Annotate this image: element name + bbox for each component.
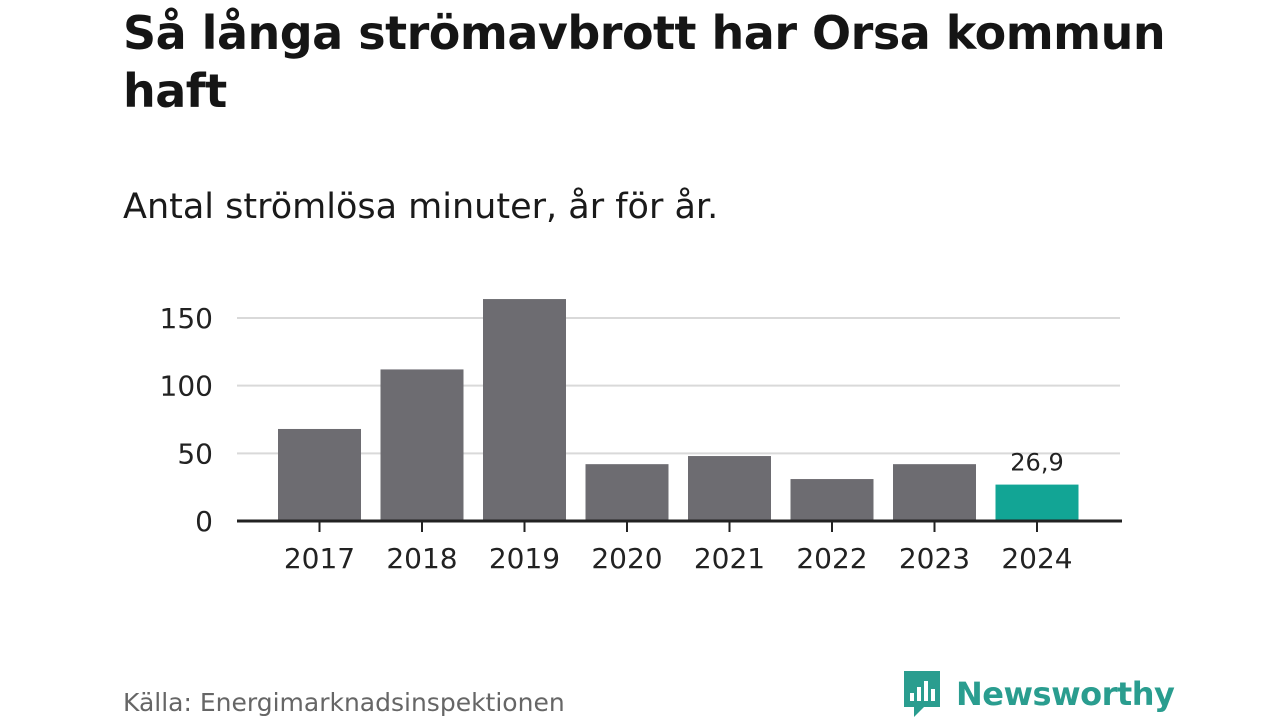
x-tick-label: 2023 xyxy=(899,542,970,575)
bar-2017 xyxy=(278,428,361,521)
x-tick-label: 2017 xyxy=(284,542,355,575)
x-tick-label: 2022 xyxy=(796,542,867,575)
y-tick-label: 150 xyxy=(160,302,213,335)
data-label: 26,9 xyxy=(1010,449,1063,477)
y-tick-label: 50 xyxy=(177,437,213,470)
x-tick-label: 2024 xyxy=(1001,542,1072,575)
bar-2022 xyxy=(790,479,874,521)
bar-chart: 0 50 100 150 2017 2018 2019 2020 2021 2022 2023 202… xyxy=(160,299,1122,575)
bar-chart-speech-bubble-icon xyxy=(904,671,940,717)
bar-2020 xyxy=(585,464,669,521)
chart-subtitle: Antal strömlösa minuter, år för år. xyxy=(123,187,719,227)
source-note: Källa: Energimarknadsinspektionen xyxy=(123,688,565,717)
bar-2023 xyxy=(893,464,976,521)
bar-2021 xyxy=(688,456,771,521)
bar-2018 xyxy=(380,369,464,521)
x-tick-label: 2020 xyxy=(591,542,662,575)
chart-title: Så långa strömavbrott har Orsa kommun ha… xyxy=(123,6,1166,118)
brand-logo: Newsworthy xyxy=(902,668,1175,720)
x-tick-label: 2019 xyxy=(489,542,560,575)
bar-2019 xyxy=(483,299,566,521)
x-tick-label: 2021 xyxy=(694,542,765,575)
y-tick-label: 0 xyxy=(195,505,213,538)
bar-2024 xyxy=(995,484,1079,521)
x-tick-label: 2018 xyxy=(386,542,457,575)
y-tick-label: 100 xyxy=(160,370,213,403)
brand-name: Newsworthy xyxy=(956,675,1175,713)
